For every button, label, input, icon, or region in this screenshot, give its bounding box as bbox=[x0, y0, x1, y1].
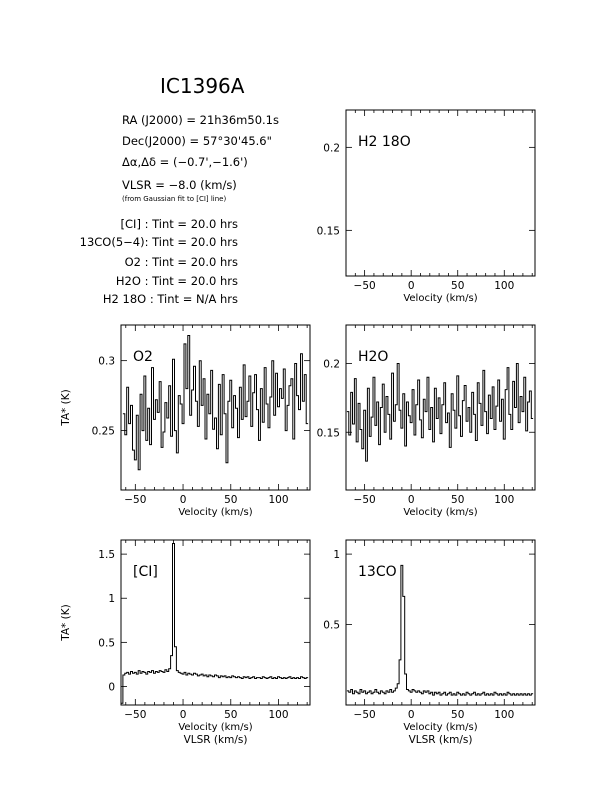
species-label: [CI] bbox=[133, 564, 158, 580]
species-label: H2O bbox=[358, 349, 388, 365]
x-axis-label: Velocity (km/s) bbox=[178, 507, 252, 518]
plot-frame bbox=[345, 109, 536, 277]
x-tick-label: −50 bbox=[124, 709, 146, 721]
x-tick-label: 0 bbox=[408, 280, 415, 292]
info-ra: RA (J2000) = 21h36m50.1s bbox=[122, 113, 279, 127]
y-tick-label: 1 bbox=[108, 593, 115, 605]
x-axis-label-2: VLSR (km/s) bbox=[409, 734, 473, 746]
observation-info: RA (J2000) = 21h36m50.1s Dec(J2000) = 57… bbox=[80, 113, 279, 306]
plot-frame bbox=[345, 539, 536, 706]
x-tick-label: 100 bbox=[268, 494, 288, 506]
x-tick-label: 0 bbox=[180, 494, 187, 506]
x-tick-label: 50 bbox=[224, 709, 237, 721]
spectrum-line bbox=[346, 564, 534, 696]
x-tick-label: 0 bbox=[408, 709, 415, 721]
y-tick-label: 1 bbox=[333, 549, 340, 561]
figure-title: IC1396A bbox=[160, 74, 245, 98]
info-tint-h218o: H2 18O : Tint = N/A hrs bbox=[103, 292, 238, 306]
species-label: 13CO bbox=[358, 564, 397, 580]
y-tick-label: 0.5 bbox=[98, 637, 115, 649]
x-tick-label: 50 bbox=[451, 709, 464, 721]
plot-frame bbox=[345, 324, 536, 491]
panel-ci: −50 0 50 100 0 0.5 1 1.5 Velocity (km/s)VLSR (km… bbox=[60, 539, 311, 746]
x-tick-label: 50 bbox=[451, 280, 464, 292]
x-tick-label: −50 bbox=[354, 709, 376, 721]
spectrum-line bbox=[122, 335, 309, 471]
x-tick-label: −50 bbox=[124, 494, 146, 506]
info-tint-h2o: H2O : Tint = 20.0 hrs bbox=[116, 274, 238, 288]
species-label: H2 18O bbox=[358, 134, 411, 150]
x-tick-label: 0 bbox=[408, 494, 415, 506]
y-tick-label: 0.15 bbox=[317, 225, 340, 237]
y-tick-label: 0.3 bbox=[98, 356, 115, 368]
x-tick-label: −50 bbox=[354, 280, 376, 292]
spectrum-line bbox=[346, 363, 534, 462]
info-offset: Δα,Δδ = (−0.7',−1.6') bbox=[122, 155, 248, 169]
y-tick-label: 0 bbox=[108, 681, 115, 693]
x-tick-label: 0 bbox=[180, 709, 187, 721]
x-tick-label: 100 bbox=[268, 709, 288, 721]
y-tick-label: 1.5 bbox=[98, 549, 115, 561]
x-tick-label: −50 bbox=[354, 494, 376, 506]
x-axis-label-2: VLSR (km/s) bbox=[184, 734, 248, 746]
panel-o2: −50 0 50 100 0.25 0.3 Velocity (km/s) TA* (K) O2 bbox=[60, 324, 311, 518]
info-tint-o2: O2 : Tint = 20.0 hrs bbox=[125, 255, 238, 269]
x-tick-label: 50 bbox=[451, 494, 464, 506]
plot-frame bbox=[120, 324, 311, 491]
y-axis-label: TA* (K) bbox=[60, 604, 72, 641]
x-tick-label: 100 bbox=[494, 280, 514, 292]
panel-h218o: −50 0 50 100 0.15 0.2 Velocity (km/s) H2 18O bbox=[317, 109, 536, 304]
panel-h2o: −50 0 50 100 0.15 0.2 Velocity (km/s) H2O bbox=[317, 324, 536, 518]
y-tick-label: 0.2 bbox=[323, 142, 340, 154]
x-axis-label: Velocity (km/s) bbox=[403, 293, 477, 304]
info-dec: Dec(J2000) = 57°30'45.6" bbox=[122, 134, 272, 148]
info-vlsr: VLSR = −8.0 (km/s) bbox=[122, 178, 237, 192]
y-tick-label: 0.2 bbox=[323, 359, 340, 371]
x-tick-label: 100 bbox=[494, 494, 514, 506]
info-vlsr-note: (from Gaussian fit to [CI] line) bbox=[122, 195, 226, 203]
x-tick-label: 50 bbox=[224, 494, 237, 506]
info-tint-13co: 13CO(5−4): Tint = 20.0 hrs bbox=[80, 235, 238, 249]
info-tint-ci: [CI] : Tint = 20.0 hrs bbox=[121, 217, 238, 231]
y-tick-label: 0.25 bbox=[92, 426, 115, 438]
species-label: O2 bbox=[133, 349, 153, 365]
panel-13co: −50 0 50 100 0.5 1 Velocity (km/s)VLSR (km/s) 1… bbox=[323, 539, 536, 746]
spectrum-line bbox=[121, 543, 309, 704]
y-axis-label: TA* (K) bbox=[60, 389, 72, 426]
x-axis-label: Velocity (km/s) bbox=[403, 722, 477, 733]
x-axis-label: Velocity (km/s) bbox=[403, 507, 477, 518]
plot-frame bbox=[120, 539, 311, 706]
y-tick-label: 0.15 bbox=[317, 427, 340, 439]
x-axis-label: Velocity (km/s) bbox=[178, 722, 252, 733]
x-tick-label: 100 bbox=[494, 709, 514, 721]
y-tick-label: 0.5 bbox=[323, 620, 340, 632]
